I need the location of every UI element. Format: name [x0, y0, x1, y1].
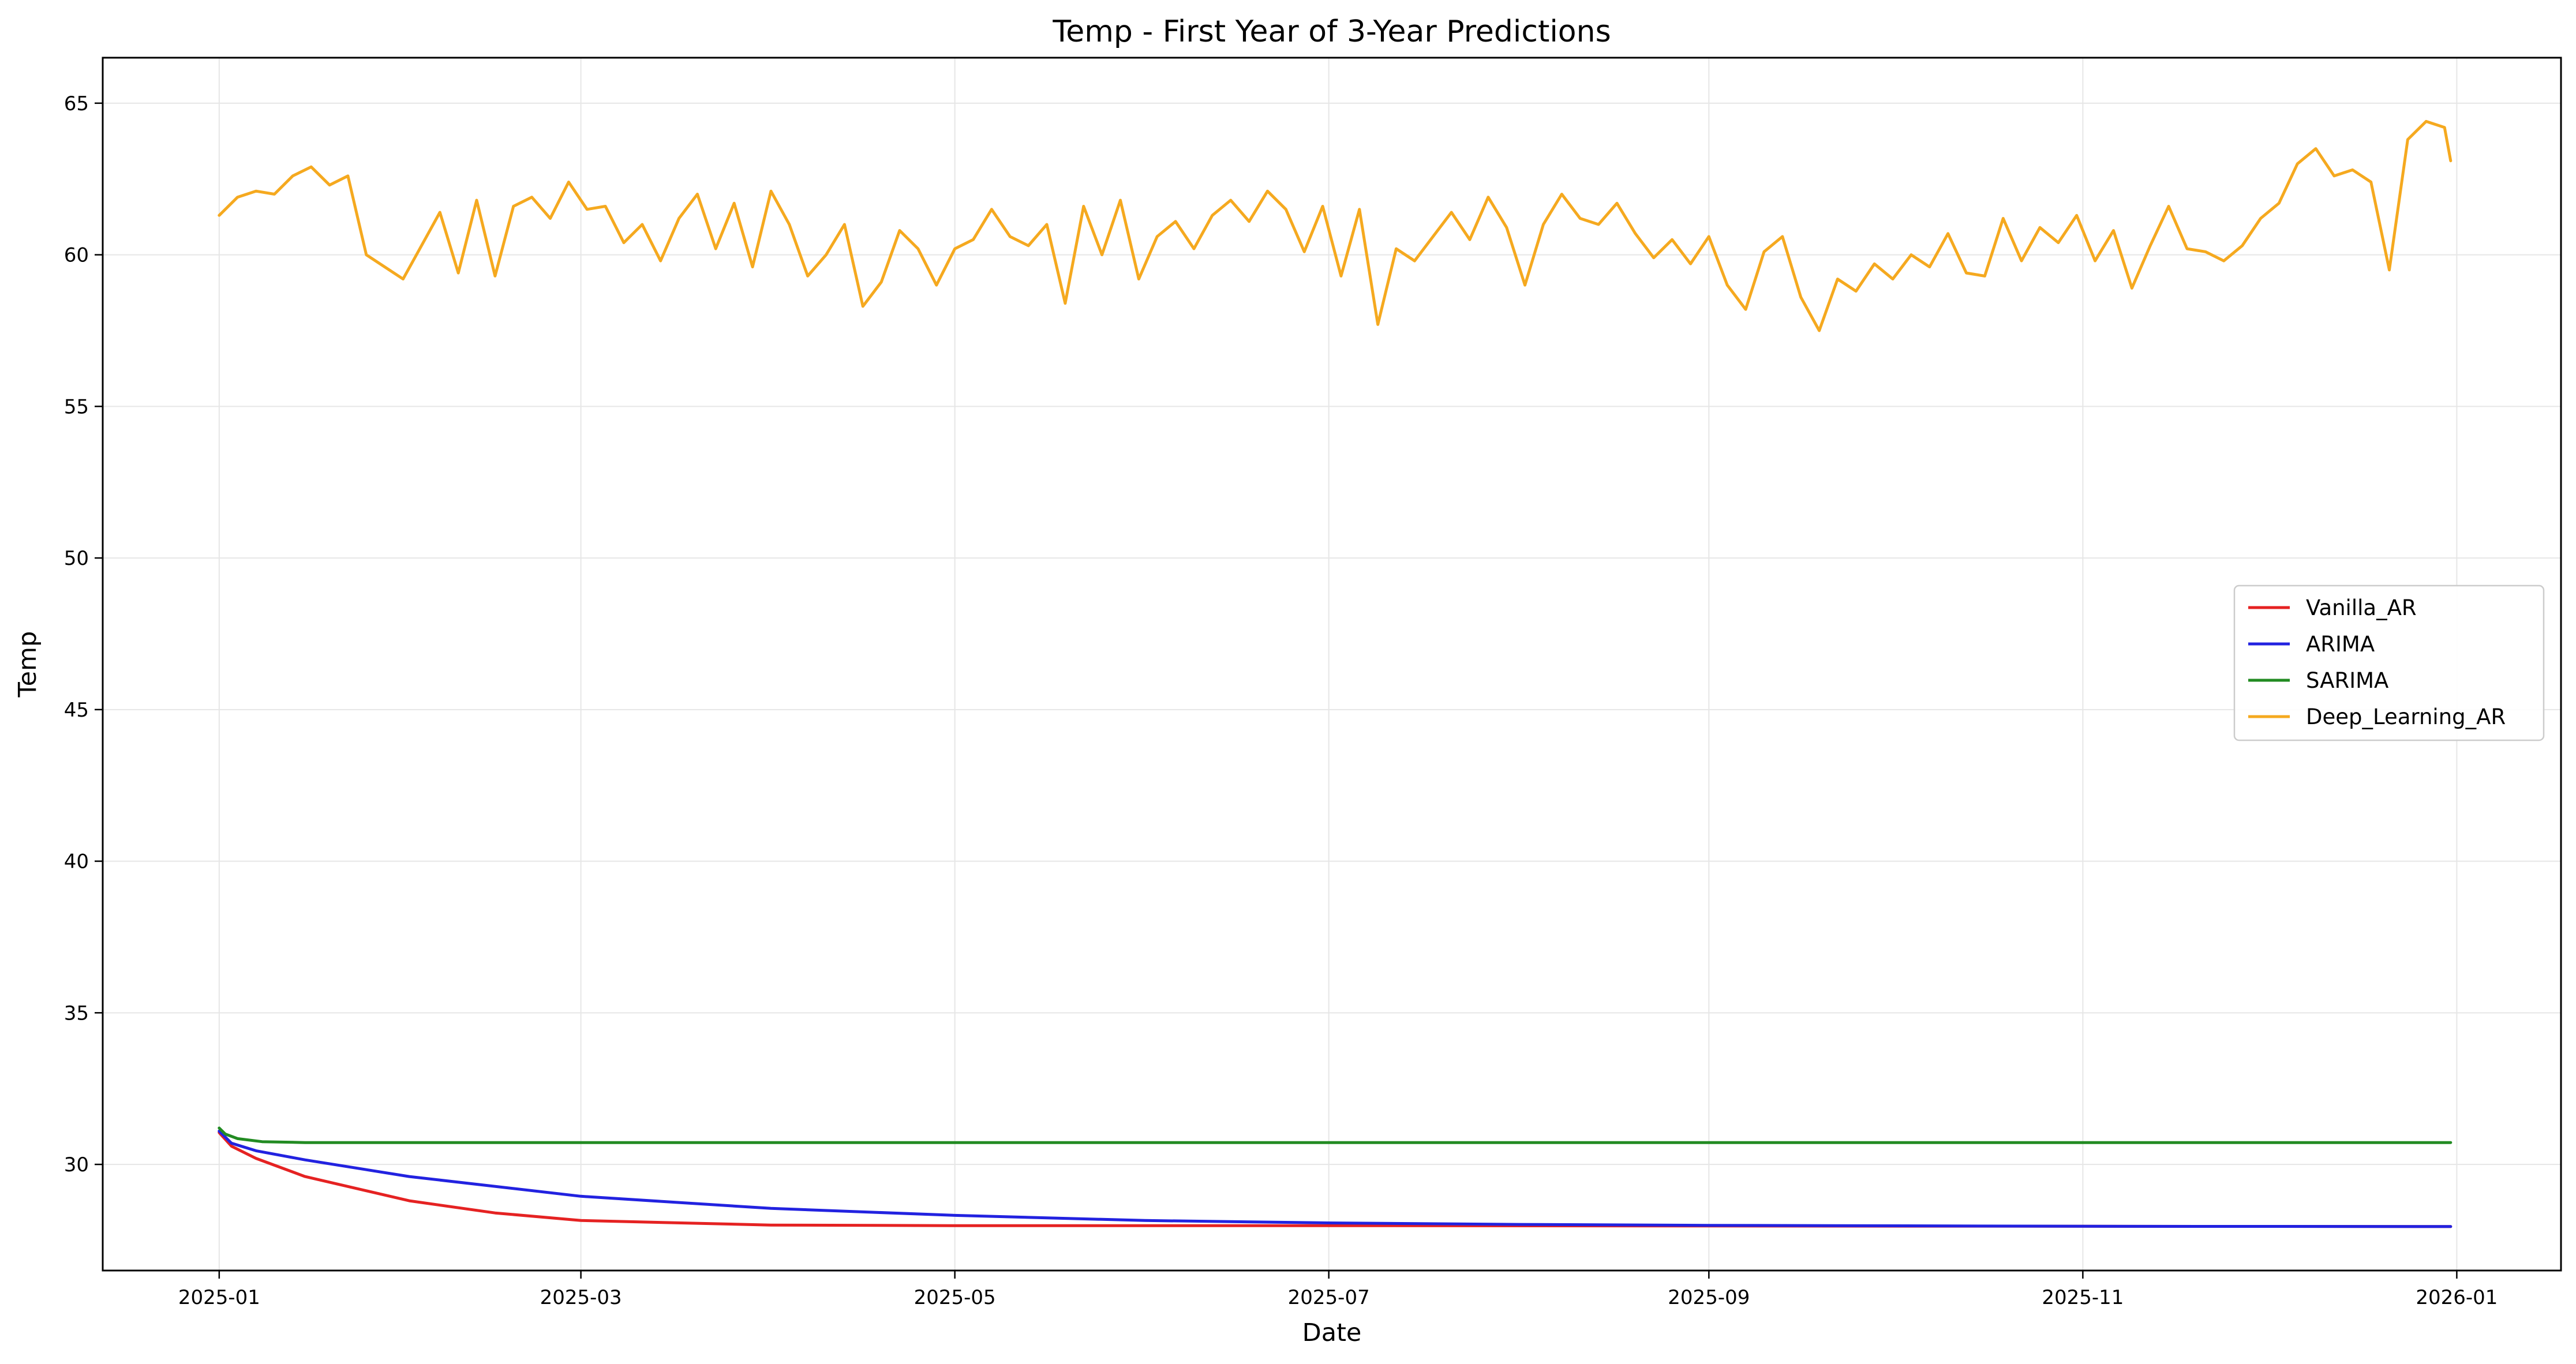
x-axis: 2025-01 2025-03 2025-05 2025-07 2025-09 2025-… [178, 1271, 2498, 1309]
grid [103, 58, 2561, 1271]
x-tick-label: 2025-11 [2042, 1286, 2124, 1309]
series-line-sarima [218, 1126, 2453, 1144]
y-tick-label: 65 [64, 92, 89, 115]
y-tick-label: 45 [64, 699, 89, 722]
series-line-arima [218, 1129, 2453, 1228]
series-line-deep-learning-ar [218, 119, 2453, 332]
legend-label-deep-learning-ar: Deep_Learning_AR [2306, 705, 2506, 729]
legend-box [2233, 584, 2545, 741]
x-tick-label: 2025-03 [540, 1286, 622, 1309]
x-tick-label: 2025-01 [178, 1286, 260, 1309]
y-axis: 30 35 40 45 50 55 60 65 [64, 92, 103, 1176]
y-tick-label: 35 [64, 1002, 89, 1025]
series-layer [218, 119, 2453, 1228]
y-axis-label: Temp [13, 631, 42, 698]
y-tick-label: 50 [64, 547, 89, 570]
legend: Vanilla_AR ARIMA SARIMA Deep_Learning_AR [2233, 584, 2545, 741]
x-axis-label: Date [1302, 1318, 1362, 1347]
x-tick-label: 2026-01 [2416, 1286, 2498, 1309]
y-tick-label: 40 [64, 850, 89, 874]
x-tick-label: 2025-05 [914, 1286, 996, 1309]
y-tick-label: 30 [64, 1153, 89, 1176]
legend-label-vanilla-ar: Vanilla_AR [2306, 595, 2417, 620]
y-tick-label: 60 [64, 244, 89, 267]
chart-title: Temp - First Year of 3-Year Predictions [1052, 14, 1611, 49]
x-tick-label: 2025-07 [1288, 1286, 1370, 1309]
legend-label-sarima: SARIMA [2306, 668, 2388, 693]
y-tick-label: 55 [64, 395, 89, 418]
x-tick-label: 2025-09 [1668, 1286, 1750, 1309]
legend-label-arima: ARIMA [2306, 632, 2375, 657]
plot-frame [102, 57, 2562, 1272]
